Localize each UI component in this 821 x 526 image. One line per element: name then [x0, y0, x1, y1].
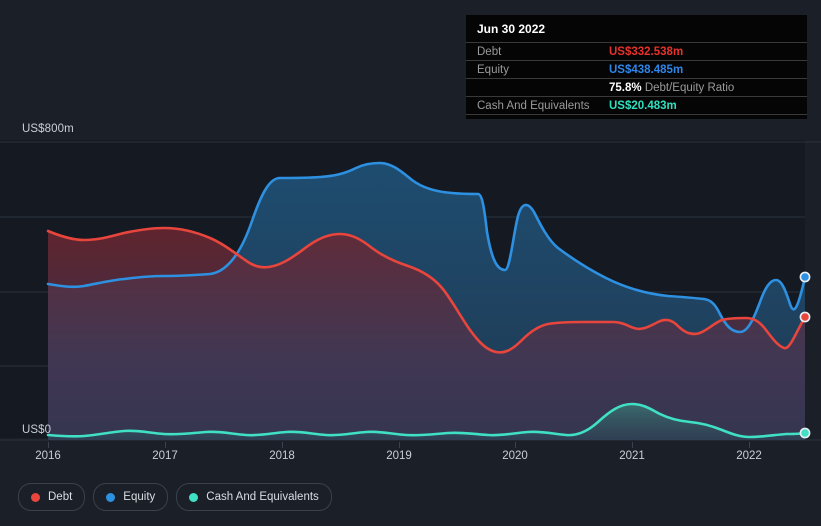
cash-end-marker [799, 427, 811, 439]
debt-area [48, 228, 805, 440]
x-axis-label-2022: 2022 [736, 450, 762, 462]
legend-label-cash: Cash And Equivalents [206, 491, 319, 503]
x-tick [399, 442, 400, 448]
tooltip-ratio-label: Debt/Equity Ratio [644, 81, 735, 94]
tooltip-date: Jun 30 2022 [477, 22, 546, 36]
legend-item-debt[interactable]: Debt [18, 483, 86, 511]
x-tick [165, 442, 166, 448]
tooltip-cash-key: Cash And Equivalents [477, 99, 590, 112]
cash-area [48, 404, 805, 440]
x-tick [515, 442, 516, 448]
debt-end-marker [799, 311, 811, 323]
tooltip-row-debt: Debt US$332.538m [466, 42, 807, 60]
tooltip-row-cash: Cash And Equivalents US$20.483m [466, 96, 807, 114]
legend-item-equity[interactable]: Equity [93, 483, 169, 511]
tooltip-ratio-value: 75.8% [609, 81, 642, 94]
chart-plot-area [0, 136, 821, 442]
y-axis-zero-label: US$0 [22, 424, 52, 436]
tooltip-ratio: 75.8% Debt/Equity Ratio [609, 82, 734, 94]
equity-end-marker [799, 271, 811, 283]
cash-color-dot-icon [189, 492, 199, 502]
chart-tooltip: Jun 30 2022 Debt US$332.538m Equity US$4… [466, 15, 807, 119]
x-axis-label-2016: 2016 [35, 450, 61, 462]
x-axis-label-2019: 2019 [386, 450, 412, 462]
cash-line [46, 402, 807, 439]
tooltip-row-equity: Equity US$438.485m [466, 60, 807, 78]
legend-item-cash[interactable]: Cash And Equivalents [176, 483, 332, 511]
tooltip-row-ratio: 75.8% Debt/Equity Ratio [466, 78, 807, 96]
legend-label-debt: Debt [48, 491, 73, 503]
x-tick [749, 442, 750, 448]
equity-line [46, 161, 807, 334]
tooltip-debt-value: US$332.538m [609, 45, 684, 58]
x-axis-label-2021: 2021 [619, 450, 645, 462]
x-axis-label-2017: 2017 [152, 450, 178, 462]
x-axis: 2016 2017 2018 2019 2020 2021 2022 [0, 442, 821, 468]
debt-color-dot-icon [31, 492, 40, 502]
tooltip-equity-value: US$438.485m [609, 63, 684, 76]
equity-color-dot-icon [106, 492, 116, 502]
x-tick [48, 442, 49, 448]
tooltip-equity-key: Equity [477, 63, 509, 76]
x-tick [282, 442, 283, 448]
legend-label-equity: Equity [123, 491, 156, 503]
tooltip-debt-key: Debt [477, 45, 502, 58]
chart-legend: Debt Equity Cash And Equivalents [18, 483, 332, 511]
chart-svg [0, 140, 821, 441]
x-tick [632, 442, 633, 448]
y-axis-top-label: US$800m [22, 123, 74, 135]
debt-line [46, 226, 807, 354]
x-axis-label-2018: 2018 [269, 450, 295, 462]
tooltip-cash-value: US$20.483m [609, 99, 677, 112]
x-axis-label-2020: 2020 [502, 450, 528, 462]
tooltip-bottom-divider [466, 114, 807, 115]
